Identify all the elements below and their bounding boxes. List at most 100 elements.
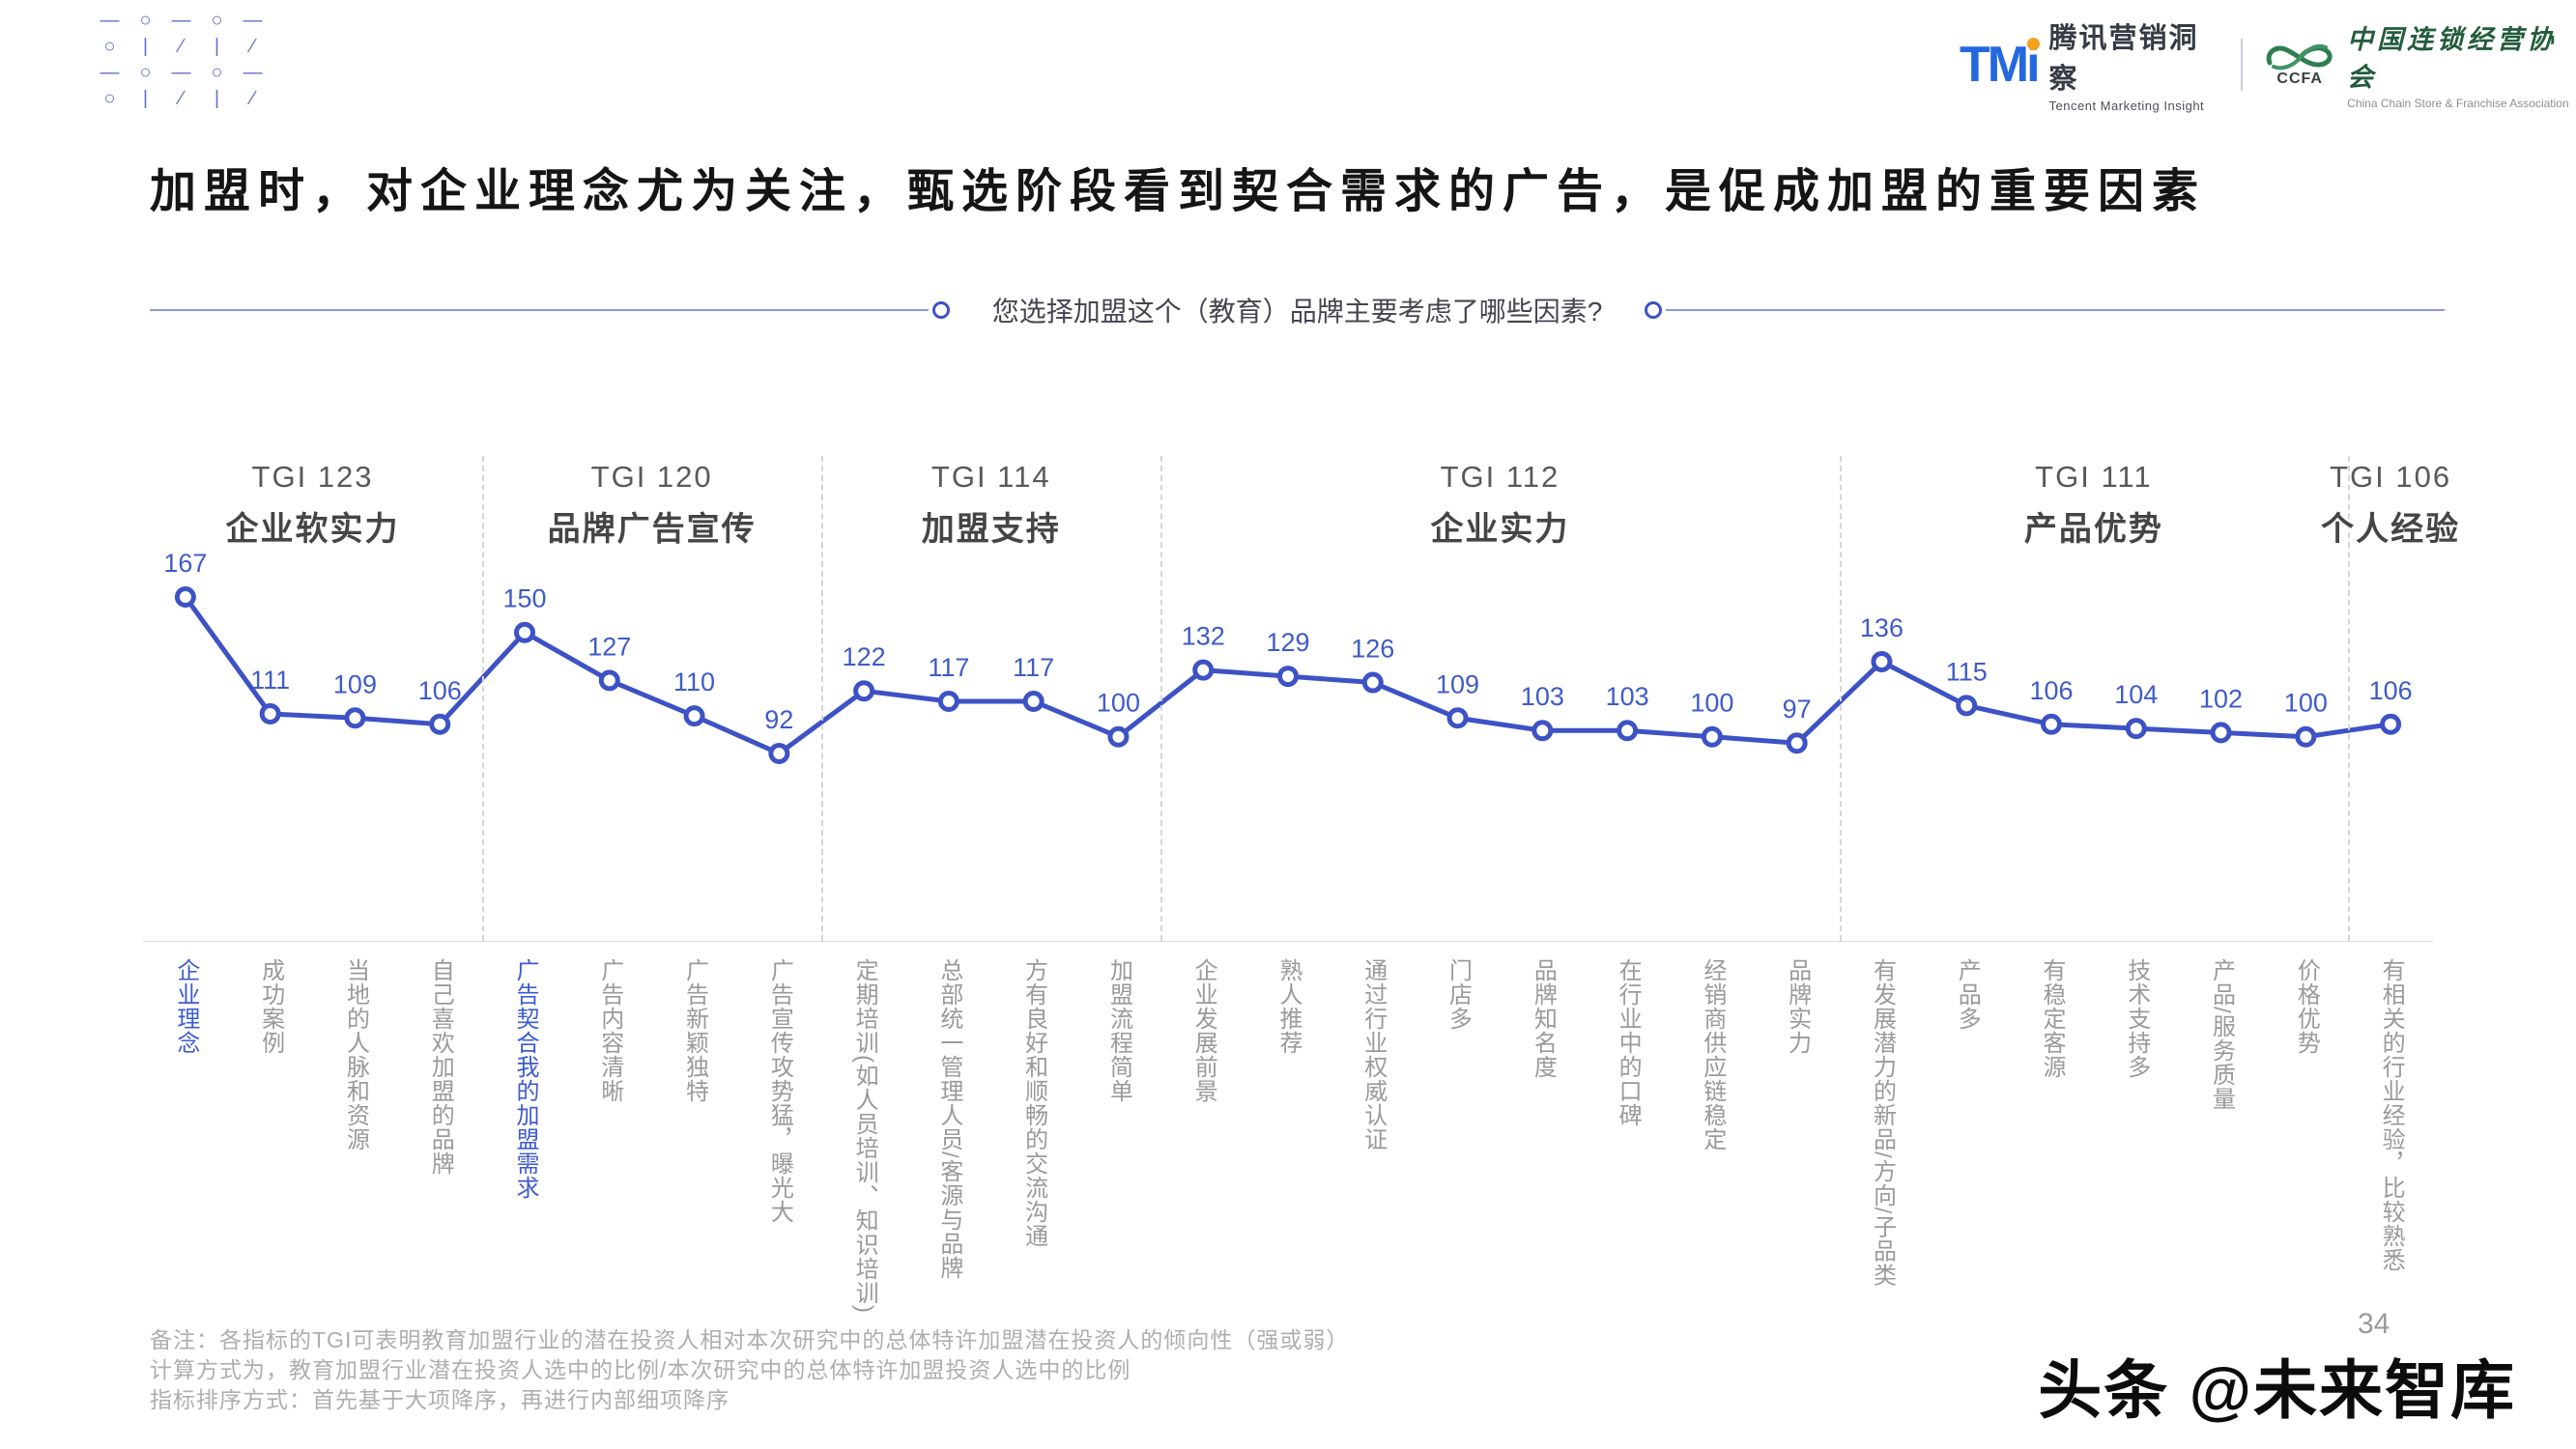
deco-glyph: — xyxy=(171,62,191,83)
value-label: 109 xyxy=(333,669,377,698)
data-point xyxy=(1277,666,1299,688)
category-label: 通过行业权威认证 xyxy=(1360,958,1387,1151)
group-divider xyxy=(482,456,485,941)
data-point xyxy=(1361,671,1384,694)
category-label: 企业理念 xyxy=(172,958,199,1055)
data-point xyxy=(2041,713,2062,735)
ccfa-abbr: CCFA xyxy=(2276,70,2323,87)
deco-glyph: ⁄ xyxy=(179,36,184,57)
tmi-wordmark: TMi xyxy=(1960,36,2041,93)
tmi-names: 腾讯营销洞察 Tencent Marketing Insight xyxy=(2049,15,2220,113)
category-label: 成功案例 xyxy=(257,958,284,1055)
value-label: 100 xyxy=(1690,689,1733,718)
group-divider xyxy=(1160,456,1163,941)
ccfa-logo: CCFA 中国连锁经营协会 China Chain Store & Franch… xyxy=(2264,18,2576,110)
deco-glyph: ⁄ xyxy=(250,88,255,109)
page-number: 34 xyxy=(2358,1308,2390,1340)
deco-glyph: — xyxy=(171,10,191,31)
category-label: 产品多 xyxy=(1954,958,1981,1031)
deco-glyph: | xyxy=(142,36,149,57)
deco-row: ○ | ⁄ | ⁄ xyxy=(92,86,271,112)
category-label: 品牌知名度 xyxy=(1530,958,1557,1079)
deco-glyph: | xyxy=(214,36,220,57)
value-label: 102 xyxy=(2199,684,2243,713)
value-label: 111 xyxy=(250,666,290,695)
group-tgi-label: TGI 114 xyxy=(930,460,1051,494)
group-name: 企业实力 xyxy=(1430,511,1570,548)
value-label: 106 xyxy=(2369,676,2413,705)
group-name: 企业软实力 xyxy=(225,511,400,548)
group-divider xyxy=(821,456,824,941)
question-line-left xyxy=(150,309,929,311)
category-label: 自己喜欢加盟的品牌 xyxy=(427,958,454,1176)
value-label: 104 xyxy=(2114,680,2158,709)
tmi-logo: TMi 腾讯营销洞察 Tencent Marketing Insight xyxy=(1960,15,2219,113)
data-point xyxy=(1701,725,1723,748)
group-header: TGI 114 加盟支持 xyxy=(922,460,1061,550)
category-label: 经销商供应链稳定 xyxy=(1699,958,1726,1151)
data-point xyxy=(514,621,535,643)
value-label: 115 xyxy=(1946,657,1988,686)
value-label: 122 xyxy=(843,642,886,671)
deco-glyph: ○ xyxy=(139,10,152,31)
data-point xyxy=(174,586,196,608)
group-tgi-label: TGI 111 xyxy=(2035,460,2153,494)
question-row: 您选择加盟这个（教育）品牌主要考虑了哪些因素? xyxy=(150,296,2446,327)
group-header: TGI 112 企业实力 xyxy=(1430,460,1569,550)
question-text: 您选择加盟这个（教育）品牌主要考虑了哪些因素? xyxy=(991,297,1603,327)
data-point xyxy=(2210,722,2232,744)
logo-divider xyxy=(2241,38,2244,91)
data-point xyxy=(598,669,620,692)
value-label: 150 xyxy=(502,584,546,613)
tmi-name-en: Tencent Marketing Insight xyxy=(2048,99,2205,113)
data-point xyxy=(1446,707,1469,729)
category-label: 价格优势 xyxy=(2293,958,2320,1055)
data-point xyxy=(1871,650,1893,672)
footnotes: 备注：各指标的TGI可表明教育加盟行业的潜在投资人相对本次研究中的总体特许加盟潜… xyxy=(150,1325,1349,1415)
data-point xyxy=(1022,691,1045,712)
category-label: 熟人推荐 xyxy=(1275,958,1302,1055)
deco-glyph: ○ xyxy=(211,10,223,31)
ccfa-name-en: China Chain Store & Franchise Associatio… xyxy=(2347,97,2569,110)
value-label: 129 xyxy=(1266,628,1309,657)
value-label: 136 xyxy=(1860,613,1903,642)
tgi-line-chart: 167 111 109 106 150 127 110 92 122 117 117 100 132 12… xyxy=(143,452,2458,1331)
category-label: 有相关的行业经验，比较熟悉 xyxy=(2378,958,2405,1272)
data-point xyxy=(1192,659,1215,681)
data-point xyxy=(1956,695,1978,717)
question-dot-right-icon xyxy=(1645,301,1663,319)
value-label: 100 xyxy=(2284,689,2328,718)
deco-glyph: — xyxy=(243,10,263,31)
group-header: TGI 111 产品优势 xyxy=(2024,460,2163,550)
data-point xyxy=(2125,718,2147,740)
category-label: 技术支持多 xyxy=(2123,958,2150,1079)
category-label: 方有良好和顺畅的交流沟通 xyxy=(1020,958,1047,1248)
data-point xyxy=(429,713,451,735)
value-label: 92 xyxy=(764,705,793,734)
tmi-wordmark-text: TMi xyxy=(1960,36,2041,93)
deco-pattern: — ○ — ○ — ○ | ⁄ | ⁄ — ○ — ○ — ○ | ⁄ | ⁄ xyxy=(92,8,271,112)
category-label: 门店多 xyxy=(1445,958,1472,1031)
category-label: 广告契合我的加盟需求 xyxy=(512,958,538,1200)
group-tgi-label: TGI 120 xyxy=(590,460,713,494)
x-axis-line xyxy=(143,941,2433,942)
group-header: TGI 120 品牌广告宣传 xyxy=(548,460,757,550)
data-point xyxy=(344,707,366,729)
value-label: 109 xyxy=(1436,669,1479,698)
deco-glyph: ⁄ xyxy=(250,36,255,57)
footnote-line: 计算方式为，教育加盟行业潜在投资人选中的比例/本次研究中的总体特许加盟投资人选中… xyxy=(150,1357,1131,1382)
tmi-dot-icon xyxy=(2026,37,2040,50)
ccfa-swirl-icon xyxy=(2266,43,2333,70)
category-label: 广告内容清晰 xyxy=(596,958,623,1103)
category-label: 有发展潜力的新品/方向/子品类 xyxy=(1869,958,1896,1288)
category-label: 在行业中的口碑 xyxy=(1615,958,1642,1127)
value-label: 117 xyxy=(1013,653,1054,682)
data-point xyxy=(1107,725,1130,748)
watermark: 头条 @未来智库 xyxy=(2038,1354,2516,1426)
ccfa-names: 中国连锁经营协会 China Chain Store & Franchise A… xyxy=(2347,18,2576,110)
page-title: 加盟时，对企业理念尤为关注，甄选阶段看到契合需求的广告，是促成加盟的重要因素 xyxy=(150,166,2207,217)
data-point xyxy=(853,680,875,702)
value-label: 103 xyxy=(1606,682,1649,711)
group-tgi-label: TGI 106 xyxy=(2330,460,2452,494)
data-point xyxy=(768,743,790,764)
